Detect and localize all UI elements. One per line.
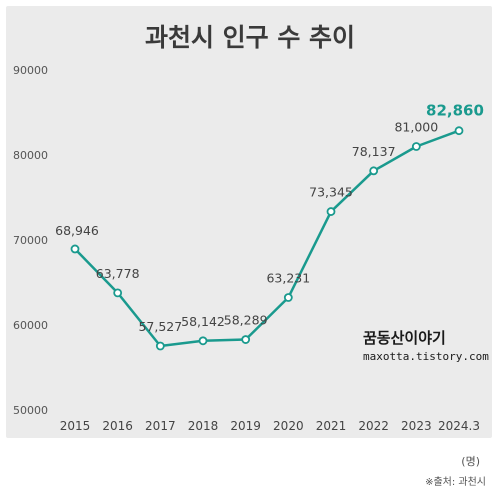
data-label: 73,345 (309, 185, 353, 200)
data-label: 58,142 (181, 314, 225, 329)
data-label: 58,289 (224, 313, 268, 328)
data-point (198, 336, 208, 346)
data-point (454, 126, 464, 136)
data-label: 81,000 (394, 120, 438, 135)
data-label: 57,527 (138, 319, 182, 334)
data-label: 82,860 (426, 102, 484, 120)
x-tick-label: 2023 (401, 419, 432, 433)
population-line (74, 129, 460, 348)
watermark-title: 꿈동산이야기 (363, 329, 446, 347)
chart-background (6, 6, 492, 438)
y-tick-label: 90000 (13, 64, 48, 77)
x-tick-label: 2020 (273, 419, 304, 433)
chart-title: 과천시 인구 수 추이 (145, 23, 355, 52)
y-axis: 50000 60000 70000 80000 90000 (13, 64, 48, 417)
data-point (326, 207, 336, 216)
y-tick-label: 50000 (13, 404, 48, 417)
data-point (241, 335, 251, 344)
x-tick-label: 2019 (230, 419, 261, 433)
data-point (369, 166, 379, 176)
source-label: ※출처: 과천시 (425, 476, 486, 488)
y-tick-label: 70000 (13, 234, 48, 247)
data-label: 68,946 (55, 223, 99, 238)
data-point (411, 142, 421, 151)
x-tick-label: 2015 (60, 419, 91, 433)
watermark-url: maxotta.tistory.com (363, 350, 489, 363)
x-axis: 2015 2016 2017 2018 2019 2020 2021 2022 2023 2024… (60, 419, 480, 433)
data-point (113, 288, 123, 298)
x-tick-label: 2022 (358, 419, 389, 433)
x-tick-label: 2016 (102, 419, 133, 433)
data-point (70, 244, 80, 254)
x-tick-label: 2018 (188, 419, 219, 433)
data-points (70, 126, 464, 351)
x-tick-label: 2024.3 (438, 419, 480, 433)
y-tick-label: 60000 (13, 319, 48, 332)
data-point (155, 341, 165, 351)
x-tick-label: 2021 (316, 419, 347, 433)
data-label: 63,231 (266, 271, 310, 286)
y-tick-label: 80000 (13, 149, 48, 162)
data-label: 78,137 (352, 144, 396, 159)
x-tick-label: 2017 (145, 419, 176, 433)
unit-label: (명) (461, 455, 480, 468)
data-label: 63,778 (96, 266, 140, 281)
data-point (283, 293, 293, 302)
